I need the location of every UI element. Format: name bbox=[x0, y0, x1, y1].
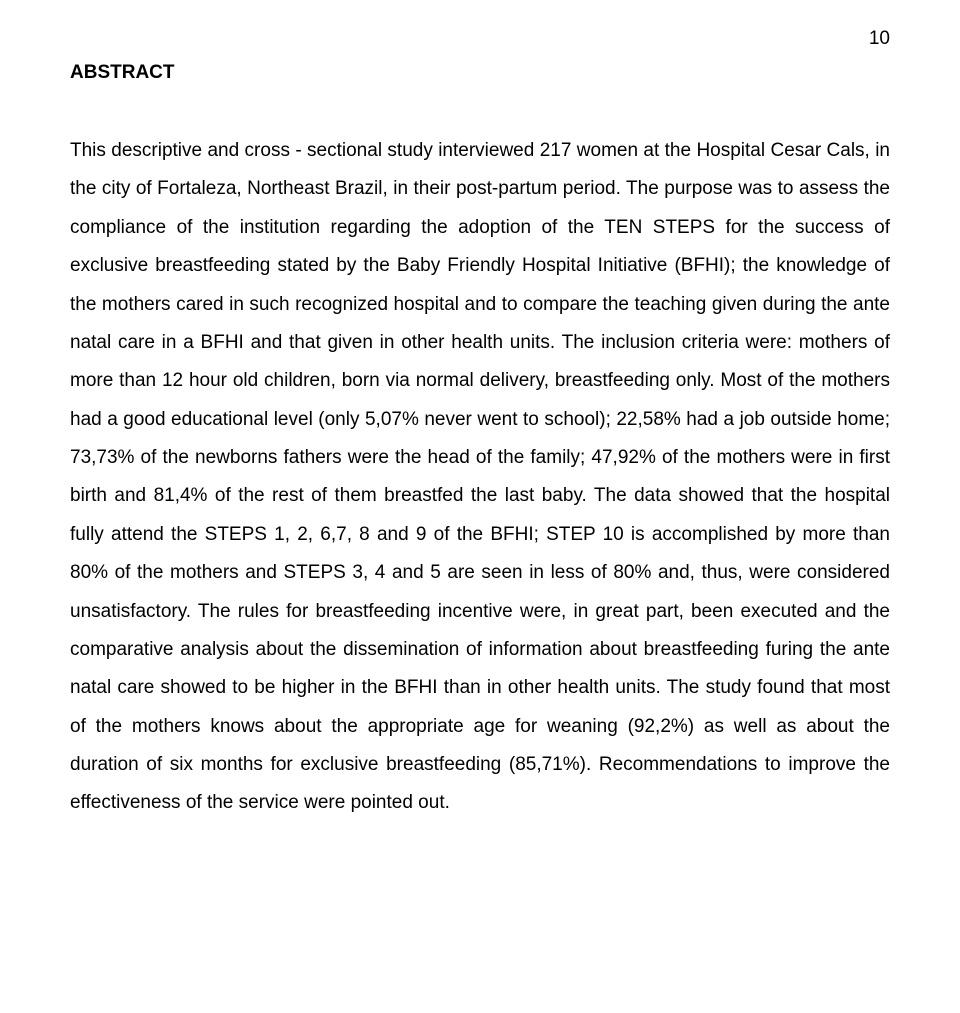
abstract-title: ABSTRACT bbox=[70, 62, 890, 84]
page-number: 10 bbox=[869, 28, 890, 50]
abstract-body-text: This descriptive and cross - sectional s… bbox=[70, 132, 890, 823]
